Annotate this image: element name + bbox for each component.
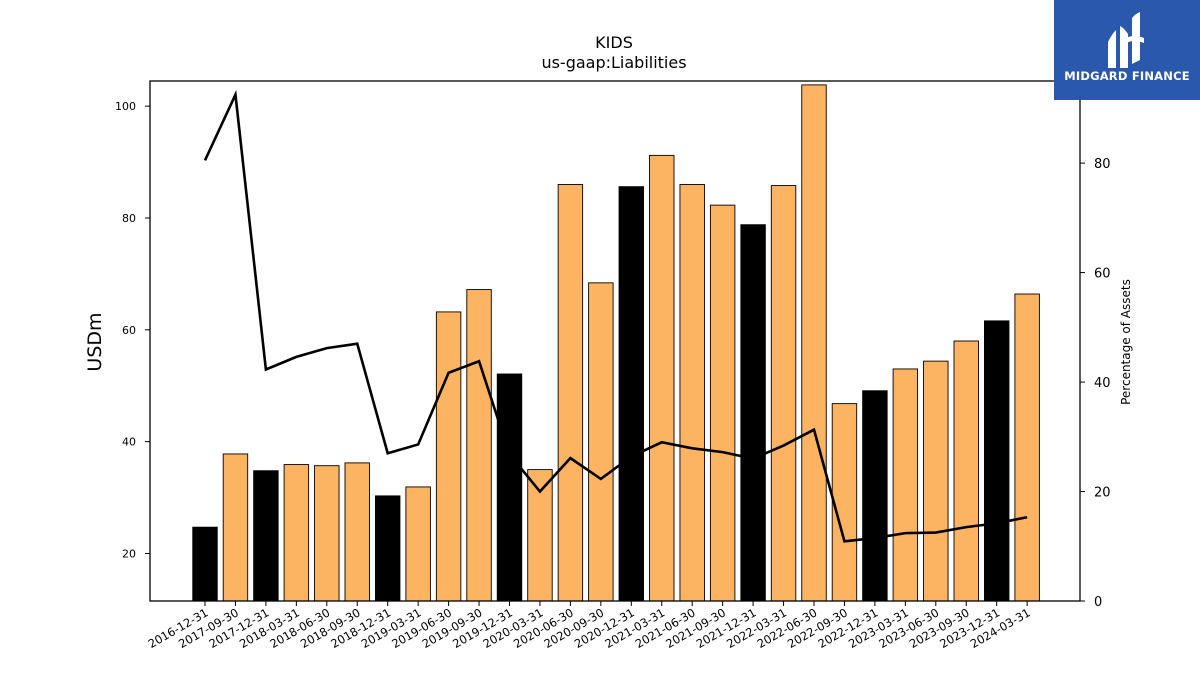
bar-2022-12-31 [862,390,888,602]
percentage-line [203,89,1028,543]
bar-2018-03-31 [283,464,310,602]
y-axis-label: USDm [84,312,106,371]
x-axis-ticks: 2016-12-312017-09-302017-12-312018-03-31… [146,601,1033,651]
y2-tick-label: 40 [1094,376,1111,391]
midgard-finance-logo: MIDGARD FINANCE [1054,0,1200,100]
y2-axis-label: Percentage of Assets [1119,279,1133,405]
bar-2016-12-31 [192,526,218,602]
bar-2017-09-30 [222,453,249,602]
left-axis-ticks: 20 40 60 80 100 [115,100,150,560]
bar-2018-12-31 [375,495,401,602]
logo-mark-icon [1108,12,1144,68]
right-axis-ticks: 0 20 40 60 80 [1080,157,1111,610]
logo-text: MIDGARD FINANCE [1064,69,1190,83]
y-tick-label: 40 [122,436,136,449]
y2-tick-label: 20 [1094,486,1111,501]
bar-2023-12-31 [984,320,1010,602]
bar-2020-03-31 [527,469,553,602]
bar-2019-06-30 [435,311,462,602]
bar-2022-09-30 [831,403,858,602]
bar-2019-09-30 [466,289,492,602]
bar-2022-03-31 [770,185,797,602]
bar-2018-09-30 [344,462,370,602]
bar-2020-09-30 [588,282,614,602]
bar-2023-03-31 [892,368,919,602]
y-tick-label: 100 [115,100,136,113]
bar-2020-06-30 [557,183,584,602]
y2-tick-label: 60 [1094,267,1111,282]
chart-title: KIDS [595,33,633,52]
bar-2021-03-31 [649,154,675,602]
y-tick-label: 20 [122,547,136,560]
bar-2022-06-30 [801,84,827,602]
bar-2018-06-30 [314,465,340,602]
bar-2021-12-31 [740,224,766,602]
bar-2024-03-31 [1014,293,1040,602]
bar-2019-03-31 [405,486,431,602]
chart-subtitle: us-gaap:Liabilities [541,53,686,72]
bar-2021-09-30 [709,204,736,602]
bar-2023-06-30 [923,360,949,602]
y2-tick-label: 0 [1094,595,1102,610]
bar-2020-12-31 [618,186,644,602]
bar-2017-12-31 [253,470,279,602]
bar-2023-09-30 [953,340,979,602]
bar-2021-06-30 [679,183,705,602]
plot-frame [149,80,1081,602]
bar-series [192,84,1040,602]
y2-tick-label: 80 [1094,157,1111,172]
y-tick-label: 80 [122,212,136,225]
bar-2019-12-31 [496,373,523,602]
y-tick-label: 60 [122,324,136,337]
